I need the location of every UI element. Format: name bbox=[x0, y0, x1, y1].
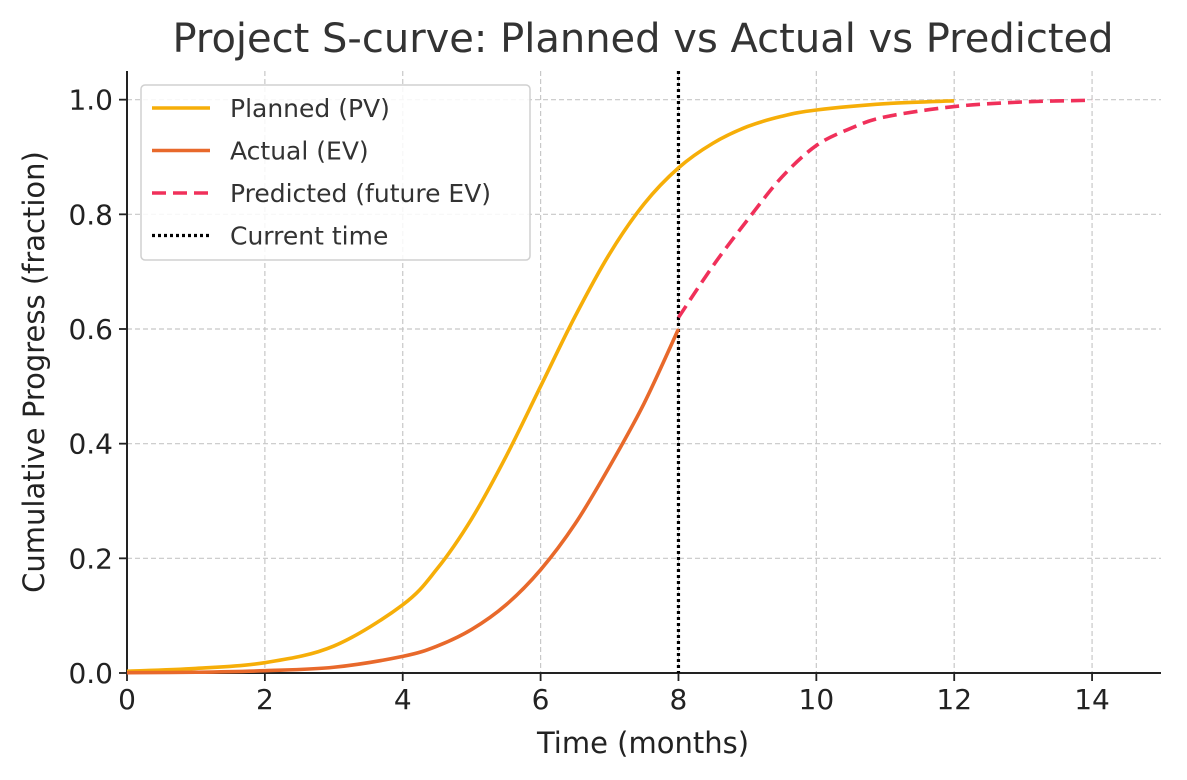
y-axis-label: Cumulative Progress (fraction) bbox=[17, 151, 51, 593]
legend-entry-label: Planned (PV) bbox=[230, 94, 390, 123]
x-tick-label: 12 bbox=[936, 683, 972, 716]
x-tick-label: 10 bbox=[799, 683, 835, 716]
legend: Planned (PV) Actual (EV) Predicted (future… bbox=[140, 84, 531, 261]
legend-entry-label: Actual (EV) bbox=[230, 137, 369, 166]
series-line-planned-pv bbox=[126, 99, 955, 674]
y-tick-label: 0.0 bbox=[68, 657, 113, 690]
legend-entry-label: Current time bbox=[230, 222, 388, 251]
x-tick-label: 0 bbox=[118, 683, 136, 716]
grid-lines bbox=[127, 71, 1161, 673]
y-tick-label: 0.2 bbox=[68, 542, 113, 575]
x-axis-label: Time (months) bbox=[536, 726, 749, 760]
legend-entry-label: Predicted (future EV) bbox=[230, 179, 491, 208]
x-tick-label: 14 bbox=[1074, 683, 1110, 716]
series-line-actual-ev bbox=[126, 328, 681, 675]
legend-box bbox=[140, 84, 531, 261]
axes bbox=[126, 71, 1161, 674]
x-tick-label: 2 bbox=[256, 683, 274, 716]
x-tick-label: 8 bbox=[670, 683, 688, 716]
y-tick-label: 0.6 bbox=[68, 313, 113, 346]
chart-title: Project S-curve: Planned vs Actual vs Pr… bbox=[172, 16, 1113, 62]
x-tick-label: 4 bbox=[394, 683, 412, 716]
series-line-predicted-future-ev bbox=[676, 98, 1093, 319]
y-tick-label: 0.4 bbox=[68, 428, 113, 461]
y-tick-label: 0.8 bbox=[68, 198, 113, 231]
data-series bbox=[126, 98, 1093, 675]
y-tick-label: 1.0 bbox=[68, 84, 113, 117]
ticks: 0 2 4 6 8 10 12 14 0.0 0.2 0.4 0.6 0.8 1.0 bbox=[68, 84, 1109, 716]
x-tick-label: 6 bbox=[532, 683, 550, 716]
